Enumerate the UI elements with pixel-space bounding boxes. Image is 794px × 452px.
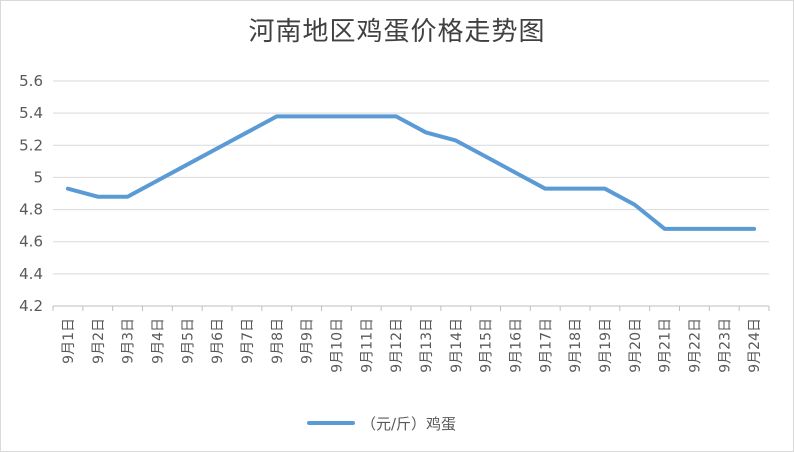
y-tick-label: 4.8 <box>19 201 43 219</box>
data-point <box>543 187 547 191</box>
data-point <box>573 187 577 191</box>
x-tick-label: 9月8日 <box>270 318 286 364</box>
data-point <box>364 114 368 118</box>
x-tick-label: 9月5日 <box>180 318 196 364</box>
data-point <box>424 130 428 134</box>
x-tick-label: 9月7日 <box>240 318 256 364</box>
y-tick-label: 5 <box>33 168 43 186</box>
data-point <box>66 187 70 191</box>
chart-title: 河南地区鸡蛋价格走势图 <box>248 17 546 47</box>
x-tick-label: 9月20日 <box>628 318 644 373</box>
data-point <box>752 227 756 231</box>
data-point <box>633 203 637 207</box>
data-point <box>513 171 517 175</box>
data-point <box>484 155 488 159</box>
x-tick-label: 9月15日 <box>479 318 495 373</box>
x-tick-label: 9月18日 <box>568 318 584 373</box>
data-point <box>334 114 338 118</box>
data-point <box>155 179 159 183</box>
data-point <box>245 130 249 134</box>
data-point <box>215 147 219 150</box>
data-point <box>96 195 100 199</box>
data-point <box>663 227 667 231</box>
data-point <box>394 114 398 118</box>
x-tick-label: 9月9日 <box>300 318 316 364</box>
data-point <box>185 163 189 167</box>
x-tick-label: 9月13日 <box>419 318 435 373</box>
data-point <box>126 195 130 199</box>
y-tick-label: 5.4 <box>19 104 43 122</box>
y-tick-label: 4.4 <box>19 265 43 283</box>
data-point <box>275 114 279 118</box>
x-tick-label: 9月3日 <box>121 318 137 364</box>
data-point <box>305 114 309 118</box>
x-tick-label: 9月12日 <box>389 318 405 373</box>
x-tick-label: 9月21日 <box>658 318 674 373</box>
x-tick-label: 9月6日 <box>210 318 226 364</box>
x-tick-label: 9月14日 <box>449 318 465 373</box>
x-tick-label: 9月22日 <box>687 318 703 373</box>
x-tick-label: 9月24日 <box>747 318 763 373</box>
legend-label: （元/斤）鸡蛋 <box>361 415 456 433</box>
x-tick-label: 9月10日 <box>329 318 345 373</box>
x-tick-label: 9月11日 <box>359 318 375 373</box>
data-point <box>454 138 458 142</box>
series-line <box>65 114 757 231</box>
data-point <box>722 227 726 231</box>
y-tick-label: 5.2 <box>19 136 43 154</box>
x-tick-label: 9月1日 <box>61 318 77 364</box>
x-tick-label: 9月19日 <box>598 318 614 373</box>
y-tick-label: 5.6 <box>19 72 43 90</box>
y-tick-label: 4.2 <box>19 297 43 315</box>
x-tick-label: 9月17日 <box>538 318 554 373</box>
x-tick-label: 9月23日 <box>717 318 733 373</box>
x-tick-label: 9月2日 <box>91 318 107 364</box>
data-point <box>692 227 696 231</box>
y-tick-label: 4.6 <box>19 233 43 251</box>
x-tick-label: 9月4日 <box>150 318 166 364</box>
x-tick-label: 9月16日 <box>508 318 524 373</box>
data-point <box>603 187 607 191</box>
